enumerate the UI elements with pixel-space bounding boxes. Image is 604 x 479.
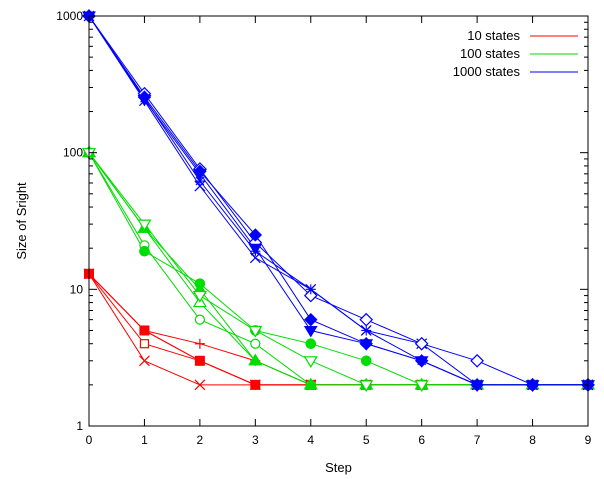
y-tick-label: 1000 [56, 9, 83, 23]
data-point [303, 377, 318, 390]
x-tick-label: 0 [86, 433, 93, 447]
x-tick-label: 3 [252, 433, 259, 447]
data-point [250, 246, 261, 257]
data-point [194, 338, 205, 349]
data-point [527, 379, 538, 390]
data-point [139, 339, 150, 349]
legend-label: 1000 states [453, 64, 521, 79]
data-point [194, 176, 205, 187]
data-point [194, 355, 205, 366]
x-tick-label: 6 [418, 433, 425, 447]
data-point [472, 379, 483, 390]
x-tick-label: 8 [529, 433, 536, 447]
data-point [139, 93, 150, 104]
data-point [194, 379, 206, 391]
data-point [303, 325, 318, 338]
y-axis-label: Size of Sright [14, 182, 29, 260]
data-point [192, 290, 207, 303]
data-point [359, 337, 373, 351]
data-point [248, 353, 263, 366]
data-point [250, 379, 261, 390]
series-line [88, 15, 588, 386]
data-point [194, 314, 205, 325]
data-point [303, 356, 318, 368]
data-point [305, 338, 317, 350]
data-point [360, 355, 372, 367]
legend-label: 100 states [460, 46, 520, 61]
data-point [470, 353, 484, 368]
x-tick-label: 1 [141, 433, 148, 447]
legend: 10 states 100 states 1000 states [453, 28, 578, 79]
series-run [88, 15, 588, 386]
x-axis-ticks: 0 1 2 3 4 5 6 7 8 9 [86, 16, 592, 447]
y-tick-label: 1 [76, 419, 83, 433]
data-point [304, 312, 318, 327]
y-axis-ticks: 1 10 100 1000 [56, 9, 588, 433]
data-point [139, 325, 150, 336]
data-point [248, 325, 263, 338]
series-group-2 [88, 15, 588, 386]
series-run [88, 15, 588, 386]
plot-frame [88, 15, 589, 427]
y-tick-label: 10 [70, 282, 84, 296]
x-tick-label: 4 [307, 433, 314, 447]
data-point [248, 228, 263, 242]
data-point [250, 338, 261, 349]
data-point [137, 219, 152, 232]
x-tick-label: 2 [197, 433, 204, 447]
x-axis-label: Step [325, 460, 352, 475]
x-tick-label: 9 [585, 433, 592, 447]
data-point [414, 336, 429, 351]
data-point [359, 380, 374, 393]
data-point [139, 355, 150, 367]
data-point [139, 245, 150, 257]
x-tick-label: 7 [474, 433, 481, 447]
data-point [361, 325, 372, 336]
plot-series [81, 9, 596, 393]
x-tick-label: 5 [363, 433, 370, 447]
y-tick-label: 100 [63, 146, 83, 160]
legend-label: 10 states [467, 28, 520, 43]
data-point [414, 380, 429, 393]
data-point [305, 284, 316, 295]
series-line [88, 15, 588, 386]
data-point [416, 355, 427, 366]
